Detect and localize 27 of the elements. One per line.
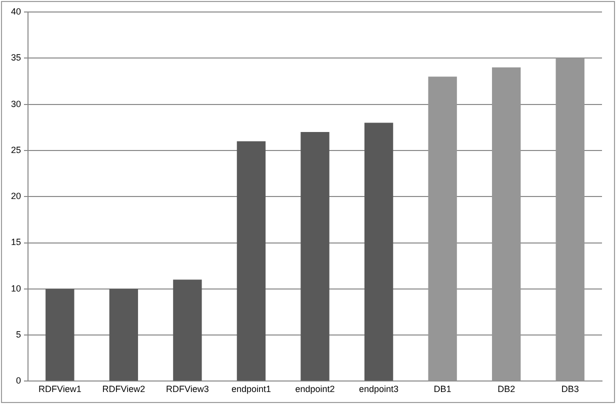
y-tick-label: 10 bbox=[10, 283, 22, 294]
x-tick-label: RDFView3 bbox=[166, 384, 209, 394]
bar bbox=[492, 67, 521, 381]
bar bbox=[556, 58, 584, 381]
bar bbox=[428, 76, 457, 381]
x-tick-label: RDFView1 bbox=[38, 384, 82, 394]
bar bbox=[236, 141, 266, 381]
y-tick-label: 30 bbox=[10, 98, 22, 109]
x-tick-label: DB1 bbox=[434, 384, 452, 394]
y-tick-label: 5 bbox=[16, 330, 22, 340]
y-tick-label: 35 bbox=[10, 52, 22, 63]
x-tick-label: DB3 bbox=[561, 384, 579, 394]
y-tick-label: 40 bbox=[10, 6, 22, 16]
x-tick-label: endpoint2 bbox=[295, 384, 335, 394]
x-tick-label: endpoint1 bbox=[231, 384, 271, 394]
bar bbox=[364, 122, 394, 381]
y-tick-label: 20 bbox=[10, 191, 22, 202]
bar bbox=[109, 288, 138, 381]
y-tick-label: 25 bbox=[10, 144, 22, 155]
bar bbox=[173, 280, 202, 381]
bar bbox=[46, 288, 74, 381]
y-tick-label: 0 bbox=[16, 376, 22, 386]
x-tick-label: endpoint3 bbox=[359, 384, 399, 394]
y-tick-label: 15 bbox=[10, 237, 22, 248]
x-tick-label: RDFView2 bbox=[102, 384, 146, 394]
bar bbox=[300, 132, 330, 381]
x-tick-label: DB2 bbox=[498, 384, 516, 394]
